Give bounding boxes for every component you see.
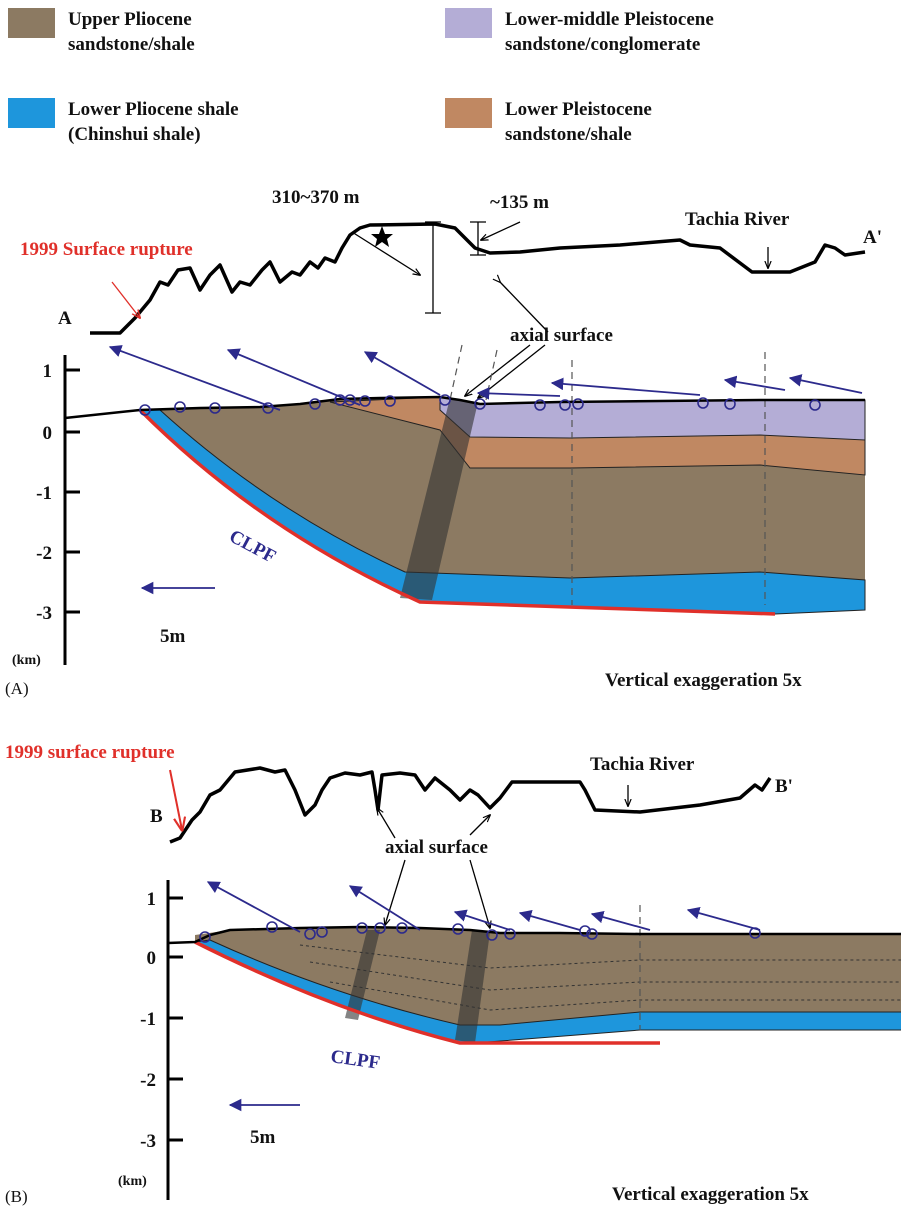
panel-a: 310~370 m ~135 m Tachia River A' A 1999 … xyxy=(5,187,882,698)
slip-vectors-part xyxy=(208,882,300,932)
topography xyxy=(170,768,770,842)
relief-bar xyxy=(425,222,441,313)
y-unit: (km) xyxy=(12,653,41,668)
panel-label: (A) xyxy=(5,679,29,698)
legend-line: sandstone/shale xyxy=(505,124,632,145)
slip-vectors-part xyxy=(688,910,760,930)
legend: Upper Pliocene sandstone/shale Lower-midd… xyxy=(8,8,714,145)
legend-line: Lower Pleistocene xyxy=(505,99,652,120)
pointer xyxy=(465,345,530,396)
legend-swatch xyxy=(445,8,492,38)
axial-label: axial surface xyxy=(510,325,613,346)
legend-swatch xyxy=(8,8,55,38)
page: {"legend":[ {"lines":["Upper Pliocene","… xyxy=(0,0,901,1210)
river-label: Tachia River xyxy=(590,754,695,775)
y-axis xyxy=(65,355,80,665)
panel-label: (B) xyxy=(5,1187,28,1206)
y-tick-label: 0 xyxy=(147,948,157,969)
y-tick-label: 1 xyxy=(43,361,53,382)
rupture-pointer xyxy=(112,282,140,318)
slip-vectors-part xyxy=(110,347,280,410)
rupture-label: 1999 Surface rupture xyxy=(20,239,193,260)
legend-line: Lower Pliocene shale xyxy=(68,99,239,120)
slip-vectors-part xyxy=(552,383,700,395)
legend-swatch xyxy=(8,98,55,128)
note: Vertical exaggeration 5x xyxy=(605,670,802,691)
y-tick-label: -2 xyxy=(36,543,52,564)
section-end: A' xyxy=(863,227,882,248)
section-start: B xyxy=(150,806,163,827)
relief-label: 310~370 m xyxy=(272,187,360,208)
relief-label: ~135 m xyxy=(490,192,549,213)
scale-label: 5m xyxy=(250,1127,276,1148)
pointer xyxy=(377,808,395,838)
y-tick-label: 1 xyxy=(147,889,157,910)
slip-vectors-part xyxy=(592,914,650,930)
legend-swatch xyxy=(445,98,492,128)
legend-label: Lower Pliocene shale (Chinshui shale) xyxy=(68,99,239,145)
slip-vectors-part xyxy=(790,378,862,393)
pointer xyxy=(481,222,520,240)
fault-label: CLPF xyxy=(329,1046,381,1074)
legend-line: Upper Pliocene xyxy=(68,9,192,30)
slip-vectors-part xyxy=(725,380,785,390)
note: Vertical exaggeration 5x xyxy=(612,1184,809,1205)
figure: Upper Pliocene sandstone/shale Lower-midd… xyxy=(0,0,901,1210)
legend-label: Upper Pliocene sandstone/shale xyxy=(68,9,195,55)
y-tick-label: -1 xyxy=(36,483,52,504)
y-tick-label: -1 xyxy=(140,1009,156,1030)
scale-label: 5m xyxy=(160,626,186,647)
section-end: B' xyxy=(775,776,793,797)
y-tick-label: -3 xyxy=(36,603,52,624)
star xyxy=(371,226,393,247)
y-axis xyxy=(168,880,183,1200)
rupture-pointer xyxy=(170,770,182,830)
y-tick-label: -2 xyxy=(140,1070,156,1091)
river-label: Tachia River xyxy=(685,209,790,230)
slip-vectors-part xyxy=(478,393,560,396)
y-tick-label: 0 xyxy=(43,423,53,444)
slip-vectors-part xyxy=(365,352,440,395)
legend-line: sandstone/shale xyxy=(68,34,195,55)
legend-label: Lower-middle Pleistocene sandstone/conglo… xyxy=(505,9,714,55)
legend-line: sandstone/conglomerate xyxy=(505,34,700,55)
legend-line: Lower-middle Pleistocene xyxy=(505,9,714,30)
slip-vectors-part xyxy=(228,350,360,405)
pointer xyxy=(470,815,490,835)
legend-label: Lower Pleistocene sandstone/shale xyxy=(505,99,652,145)
axial-label: axial surface xyxy=(385,837,488,858)
y-tick-label: -3 xyxy=(140,1131,156,1152)
rupture-label: 1999 surface rupture xyxy=(5,742,175,763)
fault-label: CLPF xyxy=(226,526,280,568)
panel-b: 1999 surface rupture B B' Tachia River a… xyxy=(5,742,901,1206)
section-start: A xyxy=(58,308,72,329)
legend-line: (Chinshui shale) xyxy=(68,124,201,145)
y-unit: (km) xyxy=(118,1174,147,1189)
slip-vectors-part xyxy=(520,913,580,930)
